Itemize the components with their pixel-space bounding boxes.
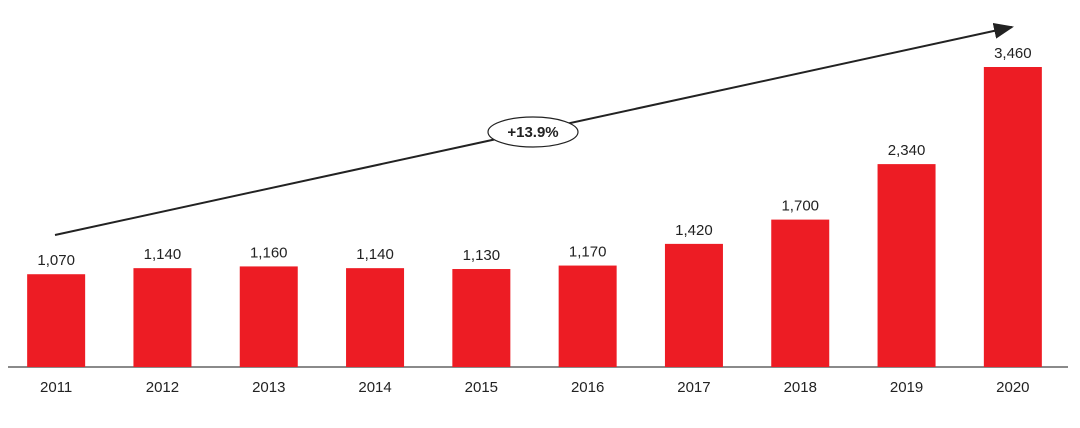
x-tick-label: 2016 <box>571 379 604 396</box>
bar <box>558 265 617 367</box>
bar <box>133 268 192 367</box>
value-label: 1,160 <box>250 244 288 261</box>
x-tick-label: 2012 <box>146 379 179 396</box>
x-tick-label: 2013 <box>252 379 285 396</box>
value-label: 1,140 <box>144 246 182 263</box>
bar <box>27 274 86 367</box>
bar <box>346 268 405 367</box>
bar <box>664 243 723 367</box>
bar <box>771 219 830 367</box>
value-label: 2,340 <box>888 142 926 159</box>
x-tick-label: 2014 <box>358 379 391 396</box>
x-tick-label: 2017 <box>677 379 710 396</box>
x-tick-label: 2018 <box>784 379 817 396</box>
bar <box>877 164 936 367</box>
value-label: 1,130 <box>463 247 501 264</box>
annotation-bubble <box>487 116 579 148</box>
value-label: 1,140 <box>356 246 394 263</box>
bar <box>983 67 1042 367</box>
value-label: 1,170 <box>569 244 607 261</box>
x-tick-label: 2020 <box>996 379 1029 396</box>
value-label: 1,070 <box>37 252 75 269</box>
annotation: +13.9% <box>507 124 558 141</box>
value-label: 1,420 <box>675 222 713 239</box>
x-tick-label: 2011 <box>40 379 72 396</box>
x-tick-label: 2015 <box>465 379 498 396</box>
x-tick-label: 2019 <box>890 379 923 396</box>
bar <box>452 269 511 367</box>
value-label: 3,460 <box>994 45 1032 62</box>
bar <box>239 266 298 367</box>
value-label: 1,700 <box>781 198 819 215</box>
